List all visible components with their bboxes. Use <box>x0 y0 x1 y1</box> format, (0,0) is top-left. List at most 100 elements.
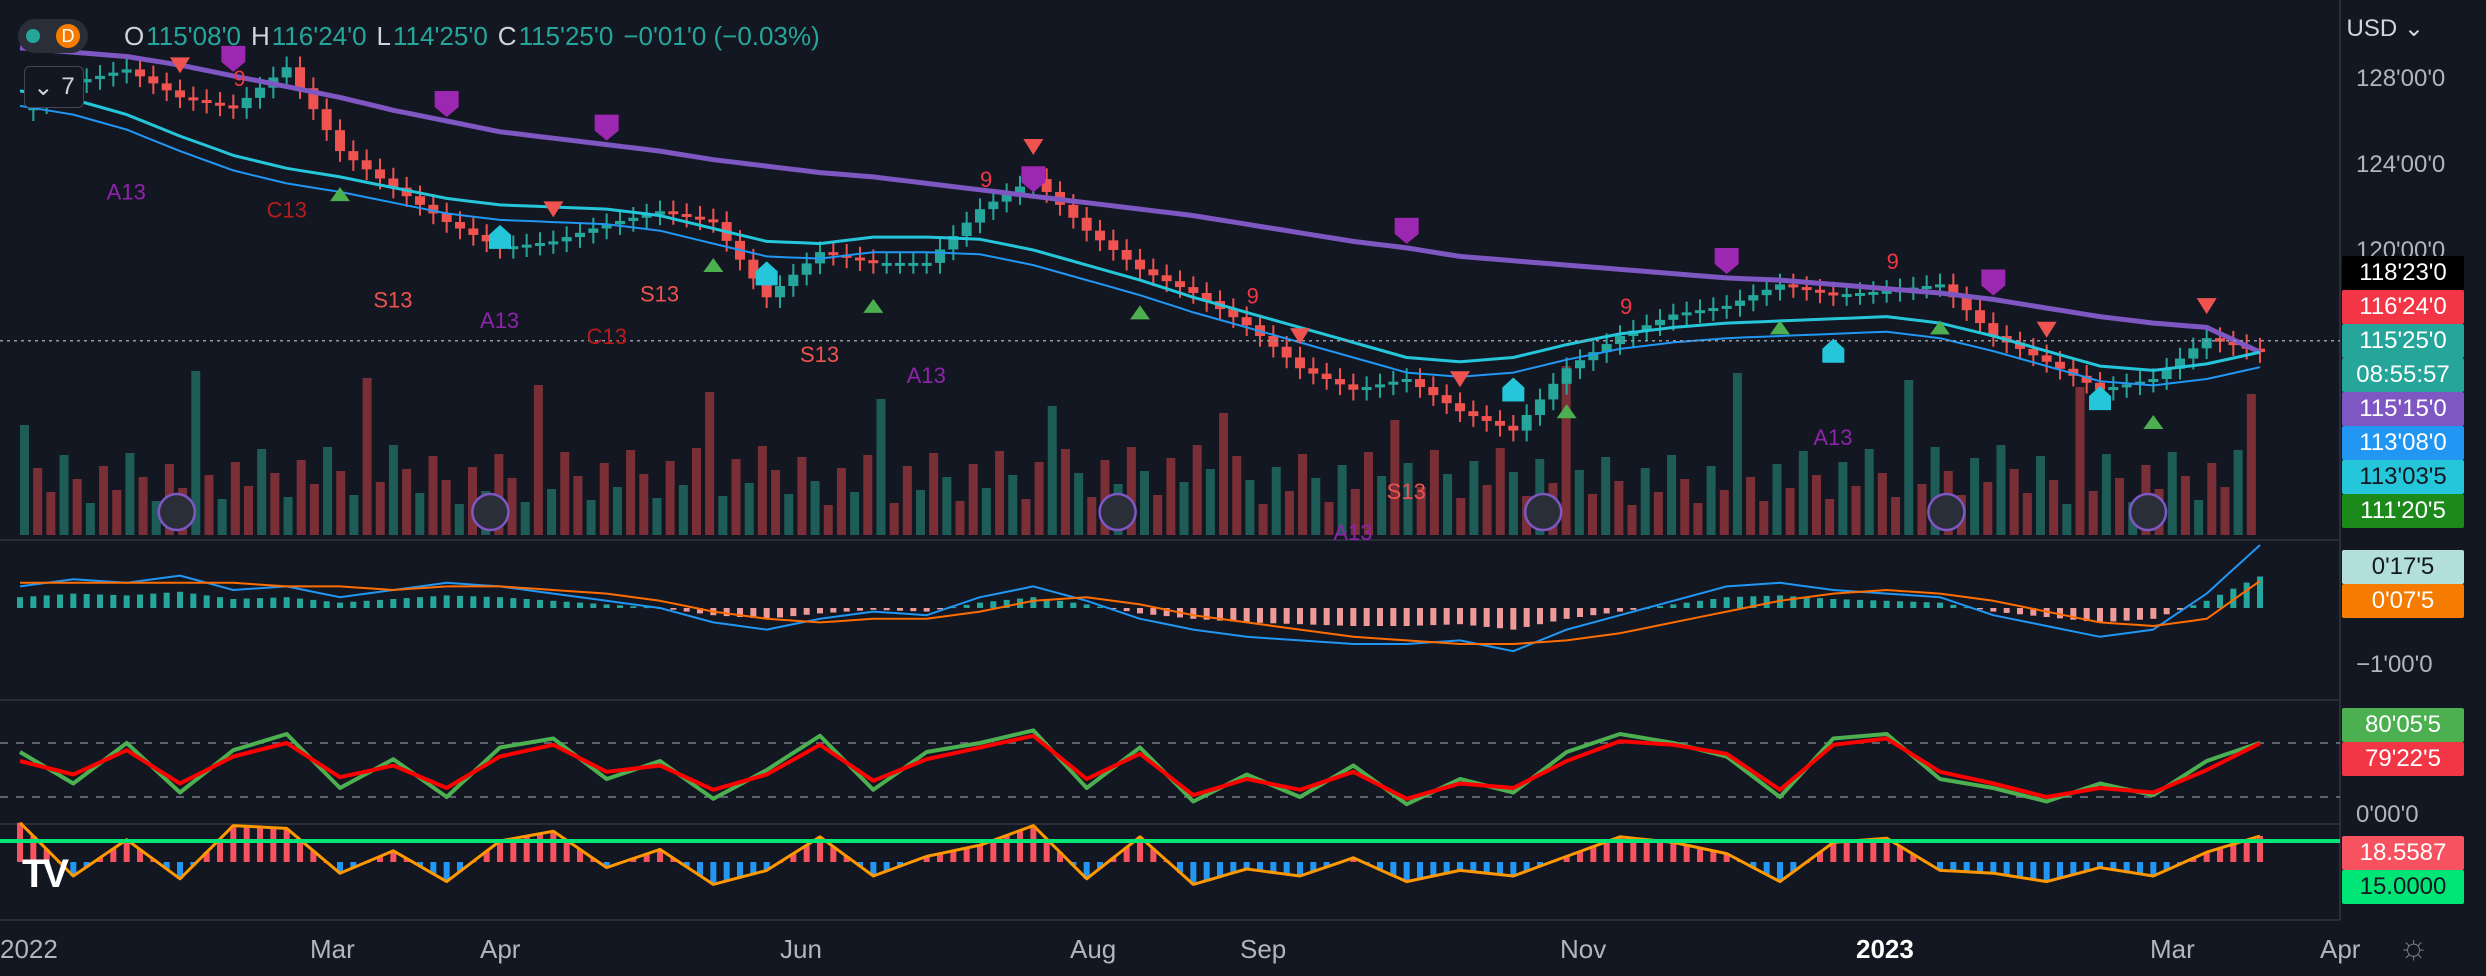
macd-histogram-bar <box>1297 608 1303 625</box>
volume-bar <box>1179 482 1189 535</box>
oscillator-bar <box>2217 848 2223 862</box>
candle-body <box>361 160 372 170</box>
settings-sun-icon[interactable]: ☼ <box>2398 928 2430 966</box>
indicators-collapse-button[interactable]: ⌄ 7 <box>24 66 84 108</box>
macd-histogram-bar <box>1323 608 1330 626</box>
macd-histogram-bar <box>350 601 357 608</box>
oscillator-bar <box>1217 862 1223 877</box>
price-tag: 113'03'5 <box>2342 460 2464 494</box>
volume-bar <box>757 446 767 535</box>
close-label: C <box>497 20 517 51</box>
oscillator-bar <box>1390 862 1397 876</box>
macd-histogram-bar <box>97 594 103 608</box>
volume-bar <box>1983 482 1993 535</box>
oscillator-bar <box>2203 852 2210 862</box>
sell-arrow-icon <box>1290 328 1310 345</box>
macd-histogram-bar <box>590 603 597 608</box>
oscillator-bar <box>1830 842 1837 862</box>
candle-body <box>1321 373 1332 379</box>
oscillator-bar <box>483 851 490 862</box>
candle-body <box>468 228 479 235</box>
candle-body <box>668 211 679 215</box>
annotation-label: S13 <box>373 288 412 313</box>
volume-bar <box>586 500 596 535</box>
volume-bar <box>1469 461 1479 535</box>
volume-bar <box>2115 478 2125 535</box>
oscillator-bar <box>217 838 223 862</box>
macd-histogram-bar <box>1897 601 1903 608</box>
open-value: 115'08'0 <box>146 20 241 51</box>
oscillator-bar <box>603 862 610 868</box>
macd-histogram-bar <box>1150 608 1157 615</box>
volume-bar <box>626 450 636 535</box>
volume-bar <box>1706 466 1716 535</box>
candle-body <box>1961 297 1972 311</box>
macd-histogram-bar <box>643 607 650 609</box>
price-tag: 118'23'0 <box>2342 256 2464 290</box>
volume-bar <box>652 498 662 535</box>
candle-body <box>775 286 785 298</box>
oscillator-bar <box>1670 842 1677 862</box>
price-tag: 115'25'0 <box>2342 324 2464 358</box>
price-tag: 08:55:57 <box>2342 358 2464 392</box>
macd-histogram-bar <box>1230 608 1237 622</box>
macd-line <box>19 544 2261 653</box>
macd-histogram-bar <box>963 604 970 608</box>
candle-body <box>2055 361 2065 369</box>
oscillator-bar <box>1150 848 1157 862</box>
oscillator-bar <box>1017 830 1023 862</box>
candle-body <box>1921 286 1932 290</box>
macd-histogram-bar <box>1523 608 1530 627</box>
candle-body <box>1388 381 1399 385</box>
candle-body <box>441 213 452 223</box>
oscillator-bar <box>550 831 557 862</box>
oscillator-bar <box>177 862 183 879</box>
visibility-toggle[interactable]: D <box>18 19 88 53</box>
time-tick-label: 2023 <box>1856 934 1914 964</box>
volume-bar <box>46 492 56 535</box>
candle-body <box>1655 319 1665 326</box>
currency-selector[interactable]: USD ⌄ <box>2347 14 2424 43</box>
candle-body <box>1668 314 1679 320</box>
price-tag: 111'20'5 <box>2342 494 2464 528</box>
macd-histogram-bar <box>123 595 130 608</box>
volume-bar <box>1746 477 1756 535</box>
macd-histogram-bar <box>283 597 290 608</box>
sell-arrow-icon <box>1023 139 1044 156</box>
oscillator-bar <box>1497 862 1503 875</box>
candle-body <box>1708 308 1719 312</box>
candle-body <box>1641 325 1652 331</box>
volume-bar <box>349 495 359 535</box>
candle-body <box>1281 346 1292 358</box>
macd-histogram-bar <box>1190 608 1197 619</box>
volume-bar <box>995 451 1005 535</box>
candle-body <box>1881 290 1892 294</box>
stochastic-pane <box>0 728 2340 807</box>
volume-bar <box>1917 484 1927 535</box>
candle-body <box>281 67 292 78</box>
macd-histogram-bar <box>257 598 263 608</box>
macd-histogram-bar <box>670 608 677 610</box>
oscillator-bar <box>963 848 970 862</box>
candle-body <box>175 90 185 98</box>
volume-bar <box>1851 486 1861 535</box>
oscillator-bar <box>243 826 250 862</box>
session-marker-icon <box>471 492 510 532</box>
volume-bar <box>1271 467 1281 535</box>
stoch-tag: 79'22'5 <box>2342 742 2464 776</box>
time-tick-label: 2022 <box>0 934 58 964</box>
macd-histogram-bar <box>2123 608 2130 621</box>
oscillator-bar <box>830 846 837 862</box>
annotation-label: C13 <box>587 324 627 349</box>
macd-tag: 0'07'5 <box>2342 584 2464 618</box>
volume-bar <box>2049 480 2059 535</box>
time-tick-label: Mar <box>310 934 355 964</box>
session-marker-icon <box>2128 492 2168 532</box>
macd-histogram-bar <box>777 608 783 618</box>
macd-histogram-bar <box>310 599 317 608</box>
volume-bar <box>1680 479 1690 535</box>
candle-body <box>1268 336 1279 347</box>
volume-bar <box>823 505 833 535</box>
oscillator-bar <box>417 862 423 867</box>
